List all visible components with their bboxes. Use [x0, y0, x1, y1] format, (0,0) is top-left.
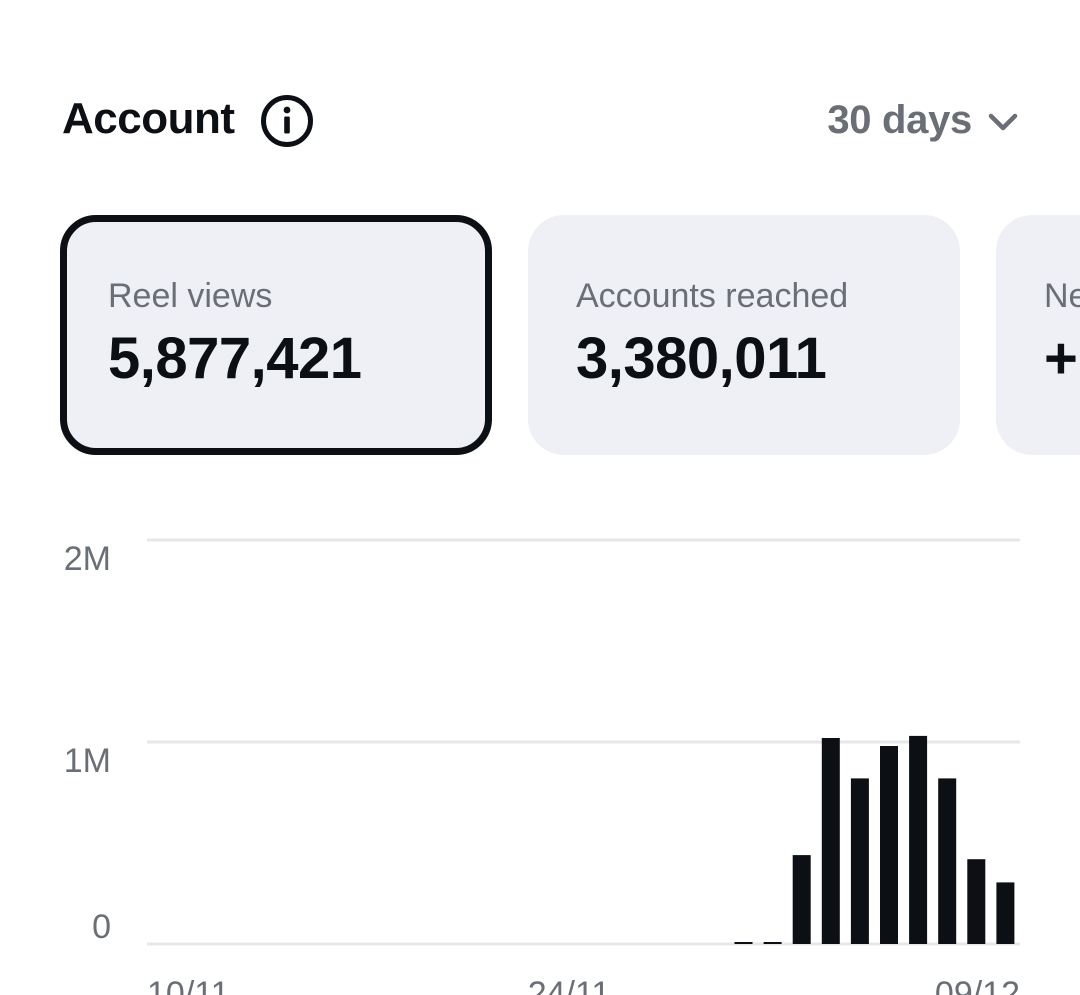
metric-value: + — [1044, 326, 1078, 391]
date-range-label: 30 days — [827, 97, 972, 142]
x-tick-label: 09/12 — [935, 975, 1020, 995]
metric-value: 3,380,011 — [576, 326, 827, 391]
chart-bar[interactable] — [792, 855, 811, 944]
x-tick-label: 24/11 — [528, 975, 611, 995]
metric-card-reel-views[interactable]: Reel views 5,877,421 — [60, 215, 492, 455]
chart-bar[interactable] — [909, 735, 928, 944]
reel-views-chart: 0 1M 2M 10/11 24/11 09/12 — [0, 500, 1080, 995]
metric-label: Accounts reached — [576, 277, 849, 315]
chart-bar[interactable] — [938, 778, 957, 944]
y-tick-label: 1M — [64, 742, 111, 780]
metric-card-accounts-reached[interactable]: Accounts reached 3,380,011 — [528, 215, 960, 455]
account-header: Account 30 days — [62, 88, 1020, 152]
metric-cards: Reel views 5,877,421 Accounts reached 3,… — [60, 215, 1080, 455]
chart-bar[interactable] — [763, 942, 782, 944]
bar-chart-svg: 0 1M 2M 10/11 24/11 09/12 — [64, 538, 1020, 995]
chart-bar[interactable] — [850, 778, 869, 944]
x-tick-label: 10/11 — [147, 975, 230, 995]
y-tick-label: 0 — [92, 908, 111, 946]
metric-label: Ne — [1044, 277, 1080, 315]
info-icon[interactable] — [260, 94, 314, 148]
chart-bar[interactable] — [996, 882, 1015, 944]
chart-bar[interactable] — [880, 746, 898, 944]
metric-label: Reel views — [108, 277, 273, 315]
metric-card-partial[interactable]: Ne + — [996, 215, 1080, 455]
section-title: Account — [62, 94, 235, 143]
chart-bar[interactable] — [967, 859, 986, 944]
metric-value: 5,877,421 — [108, 326, 362, 391]
chart-bar[interactable] — [734, 942, 753, 944]
chart-bar[interactable] — [821, 738, 840, 944]
chevron-down-icon — [988, 113, 1018, 131]
date-range-dropdown[interactable]: 30 days — [827, 94, 1020, 146]
y-tick-label: 2M — [64, 540, 111, 578]
